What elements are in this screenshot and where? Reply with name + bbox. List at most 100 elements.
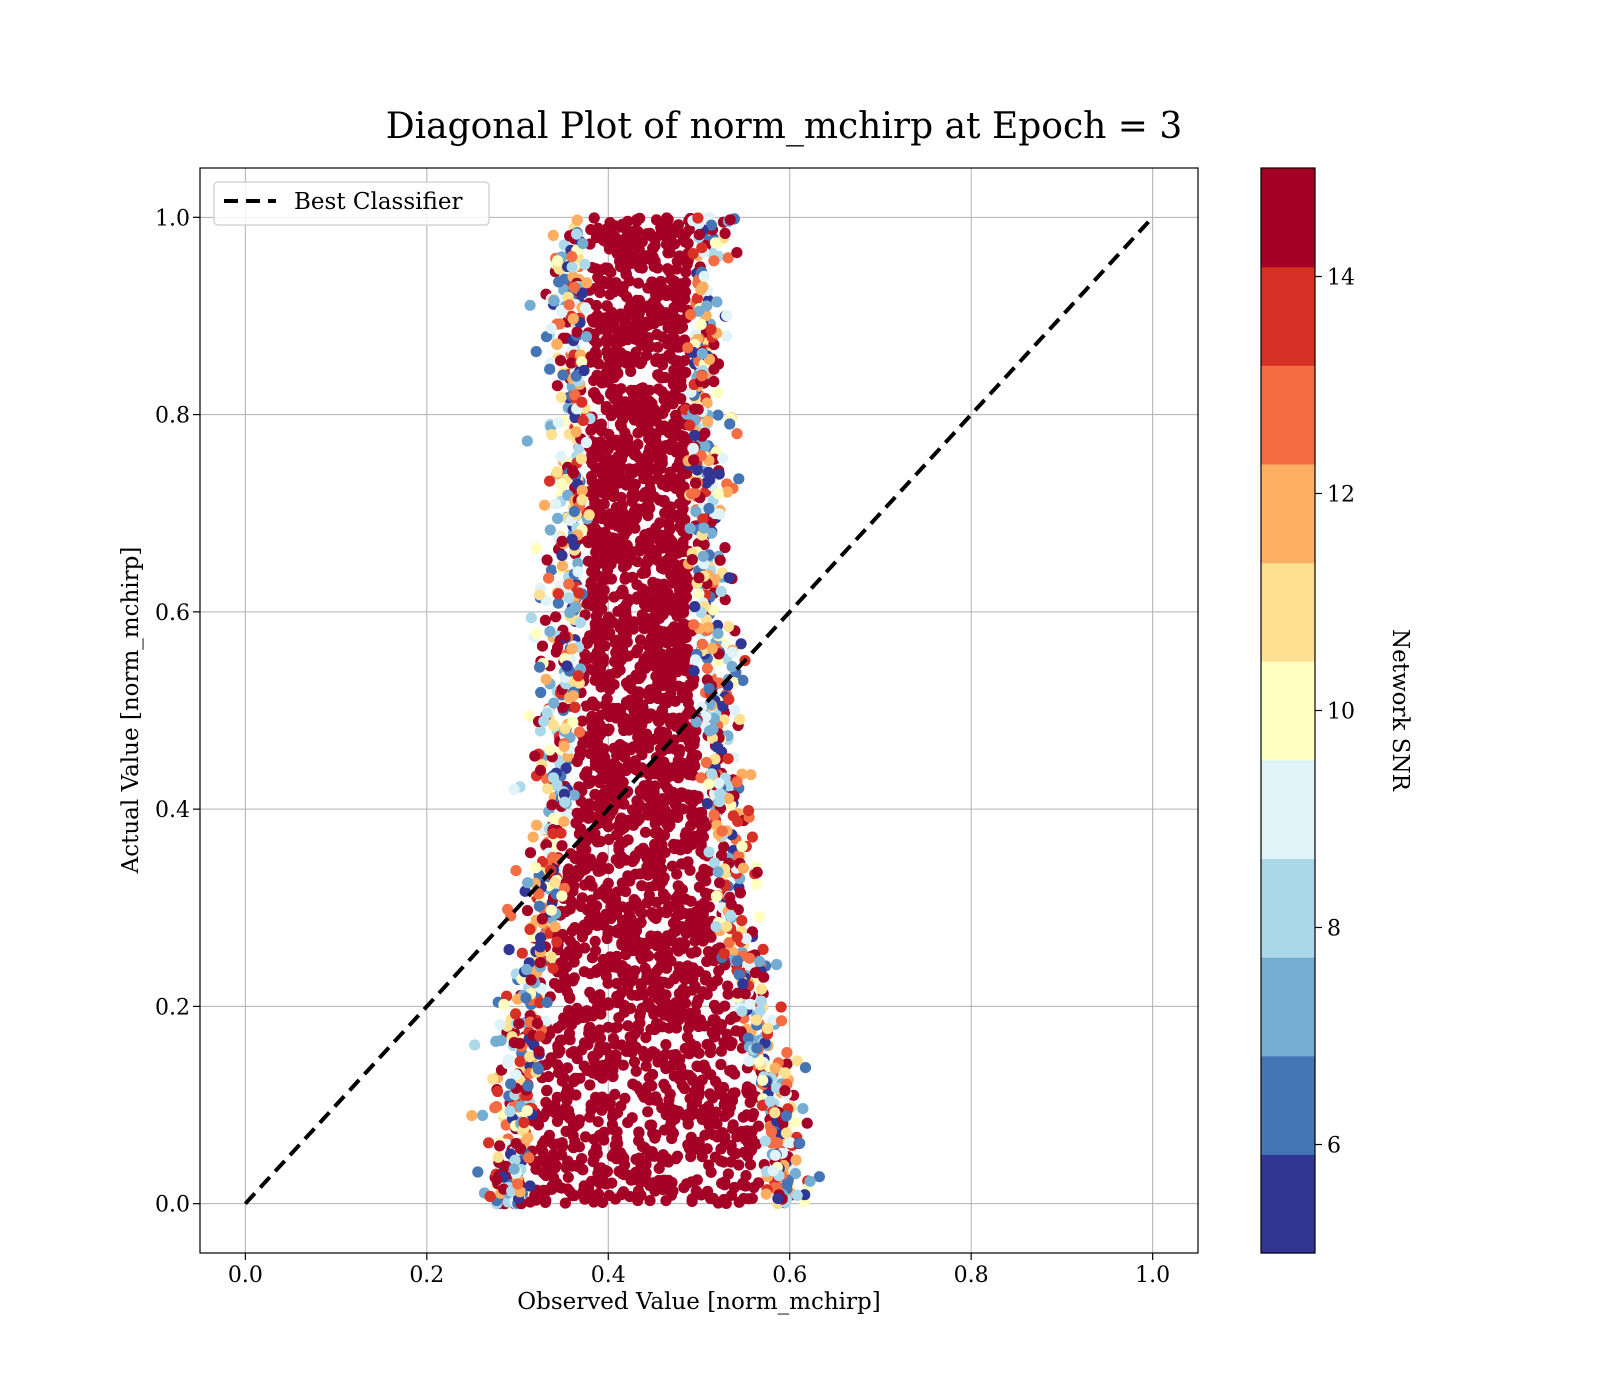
scatter-point bbox=[653, 950, 665, 962]
scatter-point bbox=[628, 489, 640, 501]
scatter-point bbox=[752, 1177, 765, 1189]
scatter-point bbox=[677, 595, 690, 608]
scatter-point bbox=[592, 485, 605, 497]
scatter-point bbox=[713, 777, 725, 789]
scatter-point bbox=[615, 421, 628, 433]
scatter-point bbox=[592, 1048, 604, 1060]
scatter-point bbox=[613, 1012, 625, 1024]
scatter-point bbox=[522, 1080, 534, 1092]
scatter-point bbox=[640, 802, 652, 814]
scatter-point bbox=[541, 996, 553, 1009]
scatter-point bbox=[656, 452, 668, 464]
scatter-point bbox=[689, 429, 701, 441]
scatter-point bbox=[575, 453, 588, 465]
scatter-point bbox=[533, 1045, 545, 1057]
scatter-point bbox=[661, 668, 673, 680]
scatter-point bbox=[541, 783, 554, 795]
scatter-point bbox=[551, 338, 563, 350]
scatter-point bbox=[571, 326, 583, 338]
scatter-point bbox=[732, 987, 744, 999]
scatter-point bbox=[588, 556, 601, 568]
scatter-point bbox=[510, 1069, 522, 1081]
scatter-point bbox=[727, 946, 739, 958]
scatter-point bbox=[626, 571, 639, 584]
scatter-point bbox=[567, 716, 579, 728]
scatter-point bbox=[547, 962, 559, 974]
scatter-point bbox=[726, 1064, 738, 1076]
scatter-point bbox=[725, 910, 737, 922]
scatter-point bbox=[694, 1014, 707, 1026]
scatter-point bbox=[677, 942, 689, 955]
scatter-point bbox=[583, 663, 595, 675]
scatter-point bbox=[535, 932, 547, 944]
scatter-point bbox=[650, 864, 662, 876]
scatter-point bbox=[662, 713, 674, 725]
scatter-point bbox=[504, 1105, 516, 1117]
scatter-point bbox=[524, 299, 536, 311]
scatter-point bbox=[613, 840, 625, 852]
colorbar-segment bbox=[1261, 562, 1315, 662]
scatter-point bbox=[705, 951, 717, 963]
scatter-point bbox=[498, 998, 510, 1011]
scatter-point bbox=[580, 436, 593, 449]
scatter-point bbox=[704, 1088, 716, 1100]
scatter-point bbox=[630, 764, 642, 776]
scatter-point bbox=[538, 1184, 550, 1196]
scatter-point bbox=[639, 599, 651, 611]
scatter-point bbox=[556, 1149, 568, 1161]
scatter-point bbox=[740, 932, 752, 945]
scatter-point bbox=[640, 1060, 652, 1072]
scatter-point bbox=[589, 788, 601, 801]
scatter-point bbox=[664, 524, 676, 536]
scatter-point bbox=[664, 466, 676, 478]
scatter-point bbox=[675, 488, 688, 500]
scatter-point bbox=[540, 1096, 552, 1109]
scatter-point bbox=[681, 708, 693, 720]
scatter-point bbox=[559, 796, 571, 808]
scatter-point bbox=[731, 776, 743, 788]
scatter-point bbox=[659, 604, 671, 616]
scatter-point bbox=[660, 1048, 672, 1060]
scatter-point bbox=[688, 665, 700, 677]
scatter-point bbox=[797, 1103, 809, 1115]
scatter-point bbox=[628, 1056, 641, 1068]
scatter-point bbox=[617, 968, 629, 980]
scatter-point bbox=[556, 1019, 568, 1031]
scatter-point bbox=[492, 1085, 504, 1098]
scatter-point bbox=[640, 1032, 652, 1044]
scatter-point bbox=[647, 251, 659, 263]
scatter-point bbox=[600, 1178, 612, 1190]
scatter-point bbox=[601, 704, 614, 716]
scatter-point bbox=[640, 1174, 652, 1186]
scatter-point bbox=[483, 1137, 495, 1149]
scatter-point bbox=[727, 1087, 739, 1099]
scatter-point bbox=[551, 1059, 564, 1071]
scatter-point bbox=[711, 1118, 723, 1130]
scatter-point bbox=[615, 401, 627, 413]
scatter-point bbox=[718, 841, 730, 853]
scatter-point bbox=[588, 1133, 600, 1145]
scatter-point bbox=[712, 409, 724, 421]
colorbar-segment bbox=[1261, 365, 1315, 465]
scatter-point bbox=[607, 457, 619, 469]
scatter-point bbox=[584, 858, 596, 870]
scatter-point bbox=[547, 772, 560, 784]
scatter-point bbox=[522, 877, 534, 889]
scatter-point bbox=[616, 584, 629, 596]
scatter-point bbox=[589, 282, 601, 295]
scatter-point bbox=[505, 1078, 517, 1090]
scatter-point bbox=[564, 1186, 576, 1198]
scatter-point bbox=[631, 414, 643, 426]
x-tick-label: 0.8 bbox=[954, 1263, 989, 1288]
scatter-point bbox=[595, 670, 607, 682]
scatter-point bbox=[545, 904, 557, 916]
scatter-point bbox=[584, 777, 596, 789]
scatter-point bbox=[655, 275, 667, 288]
scatter-point bbox=[746, 831, 759, 843]
scatter-point bbox=[551, 255, 564, 267]
scatter-point bbox=[536, 913, 549, 925]
scatter-point bbox=[630, 804, 642, 816]
scatter-point bbox=[617, 1186, 630, 1198]
scatter-point bbox=[596, 603, 608, 615]
scatter-point bbox=[686, 488, 698, 500]
